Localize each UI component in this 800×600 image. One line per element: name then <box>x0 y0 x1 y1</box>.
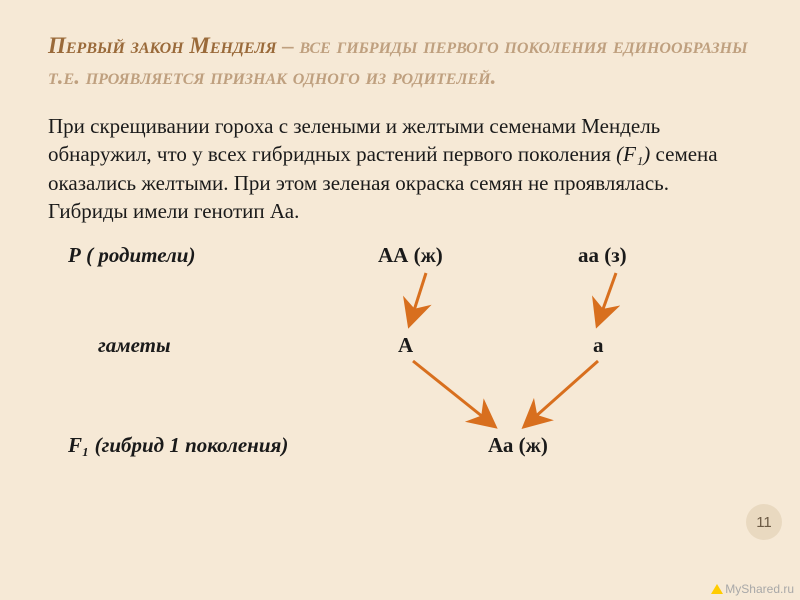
cross-diagram: Р ( родители) АА (ж) аа (з) гаметы А а F… <box>68 243 752 463</box>
f1-value: Аа (ж) <box>488 433 548 458</box>
parents-label: Р ( родители) <box>68 243 273 268</box>
watermark-text: MyShared.ru <box>725 582 794 596</box>
parent-right: аа (з) <box>578 243 627 268</box>
parent-left: АА (ж) <box>378 243 443 268</box>
body-italic: (F₁) <box>616 142 650 166</box>
arrow-p-right-line <box>598 273 616 323</box>
arrow-g-left-line <box>413 361 493 425</box>
arrow-p-left-line <box>410 273 426 323</box>
body-pre: При скрещивании гороха с зелеными и желт… <box>48 114 660 166</box>
play-icon <box>711 584 723 594</box>
gamete-left: А <box>398 333 413 358</box>
parents-row: Р ( родители) АА (ж) аа (з) <box>68 243 752 268</box>
slide-title: Первый закон Менделя – все гибриды перво… <box>48 30 752 92</box>
gamete-right: а <box>593 333 604 358</box>
page-number-badge: 11 <box>746 504 782 540</box>
title-highlight: Первый закон Менделя <box>48 33 277 58</box>
slide: Первый закон Менделя – все гибриды перво… <box>0 0 800 600</box>
page-number: 11 <box>756 514 772 531</box>
watermark: MyShared.ru <box>711 582 794 596</box>
f1-row: F₁ (гибрид 1 поколения) Аа (ж) <box>68 433 752 458</box>
gametes-label: гаметы <box>68 333 273 358</box>
gametes-row: гаметы А а <box>68 333 752 358</box>
f1-label: F₁ (гибрид 1 поколения) <box>68 433 288 458</box>
body-paragraph: При скрещивании гороха с зелеными и желт… <box>48 112 752 225</box>
arrow-g-right-line <box>526 361 598 425</box>
